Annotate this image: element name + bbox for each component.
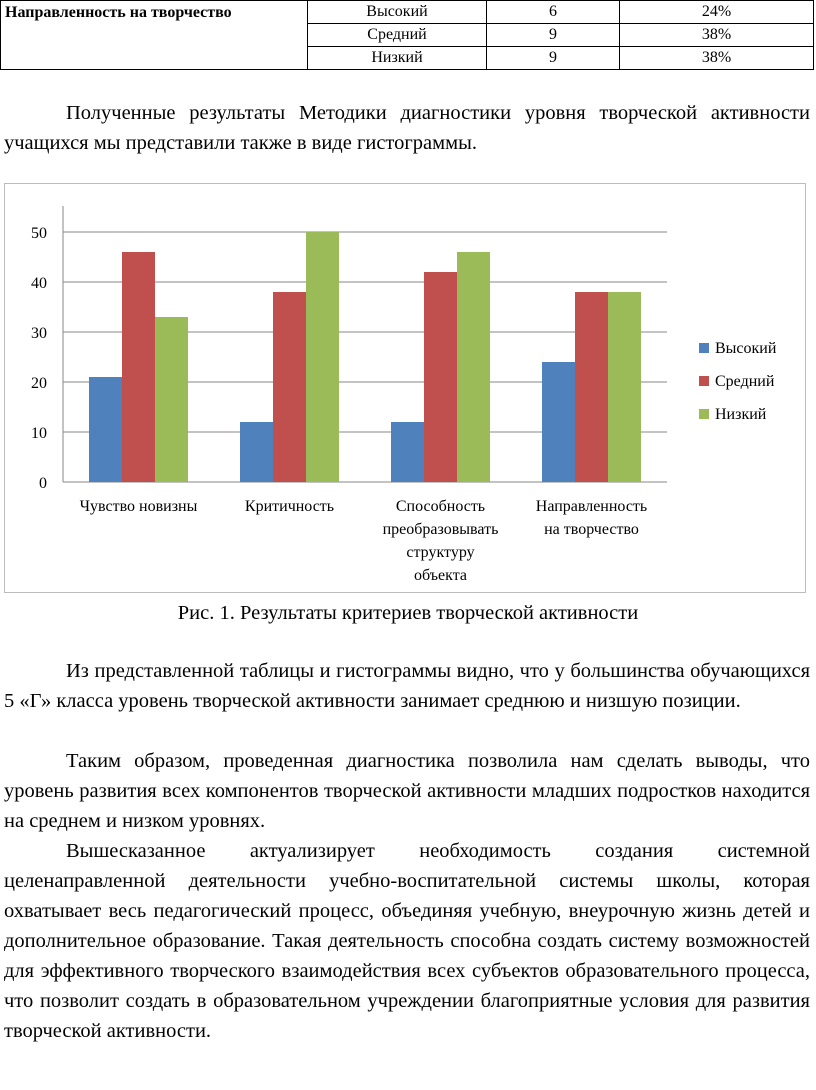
legend-label: Высокий bbox=[715, 340, 777, 357]
table-row: Средний 9 38% bbox=[1, 23, 814, 47]
bar-chart: 0 10 20 30 40 50 Чувство новизны Критичность Спо… bbox=[4, 183, 806, 593]
results-table: Направленность на творчество Высокий 6 2… bbox=[0, 0, 814, 70]
bar bbox=[575, 292, 608, 482]
percent-cell: 38% bbox=[619, 23, 814, 47]
bar bbox=[122, 252, 155, 482]
percent-cell: 24% bbox=[619, 0, 814, 24]
bar bbox=[391, 422, 424, 482]
paragraph-2: Таким образом, проведенная диагностика п… bbox=[4, 750, 810, 832]
criterion-cell: Направленность на творчество bbox=[0, 0, 308, 70]
table-row: Низкий 9 38% bbox=[1, 46, 814, 70]
paragraph-3: Вышесказанное актуализирует необходимост… bbox=[4, 840, 810, 1042]
count-cell: 9 bbox=[486, 46, 620, 70]
x-tick-label: структуру bbox=[406, 544, 474, 561]
legend-swatch bbox=[699, 343, 709, 353]
x-tick-label: Критичность bbox=[245, 498, 334, 515]
x-tick-label: Чувство новизны bbox=[80, 498, 198, 515]
legend-swatch bbox=[699, 409, 709, 419]
intro-paragraph: Полученные результаты Методики диагности… bbox=[4, 102, 810, 154]
bar bbox=[240, 422, 273, 482]
legend-label: Средний bbox=[715, 373, 775, 390]
bar bbox=[306, 232, 339, 482]
legend-label: Низкий bbox=[715, 406, 767, 423]
level-cell: Высокий bbox=[307, 0, 487, 24]
bar bbox=[155, 317, 188, 482]
count-cell: 9 bbox=[486, 23, 620, 47]
x-tick-label: на творчество bbox=[544, 521, 639, 538]
table-row: Направленность на творчество Высокий 6 2… bbox=[0, 0, 814, 70]
bar bbox=[273, 292, 306, 482]
figure-caption: Рис. 1. Результаты критериев творческой … bbox=[177, 602, 639, 624]
x-tick-label: Направленность bbox=[536, 498, 647, 515]
x-tick-label: преобразовывать bbox=[383, 521, 499, 538]
bar bbox=[424, 272, 457, 482]
legend-swatch bbox=[699, 376, 709, 386]
bar bbox=[89, 377, 122, 482]
count-cell: 6 bbox=[486, 0, 620, 24]
y-tick-label: 30 bbox=[31, 325, 47, 342]
percent-cell: 38% bbox=[619, 46, 814, 70]
y-tick-label: 0 bbox=[39, 475, 47, 492]
paragraph-1: Из представленной таблицы и гистограммы … bbox=[4, 660, 810, 712]
y-tick-label: 10 bbox=[31, 425, 47, 442]
y-tick-label: 40 bbox=[31, 275, 47, 292]
y-tick-label: 20 bbox=[31, 375, 47, 392]
chart-svg: 0 10 20 30 40 50 Чувство новизны Критичность Спо… bbox=[31, 206, 777, 584]
x-tick-label: Способность bbox=[396, 498, 485, 515]
x-tick-label: объекта bbox=[414, 567, 467, 584]
bar bbox=[457, 252, 490, 482]
y-tick-label: 50 bbox=[31, 225, 47, 242]
bar bbox=[542, 362, 575, 482]
level-cell: Средний bbox=[307, 23, 487, 47]
level-cell: Низкий bbox=[307, 46, 487, 70]
bar bbox=[608, 292, 641, 482]
